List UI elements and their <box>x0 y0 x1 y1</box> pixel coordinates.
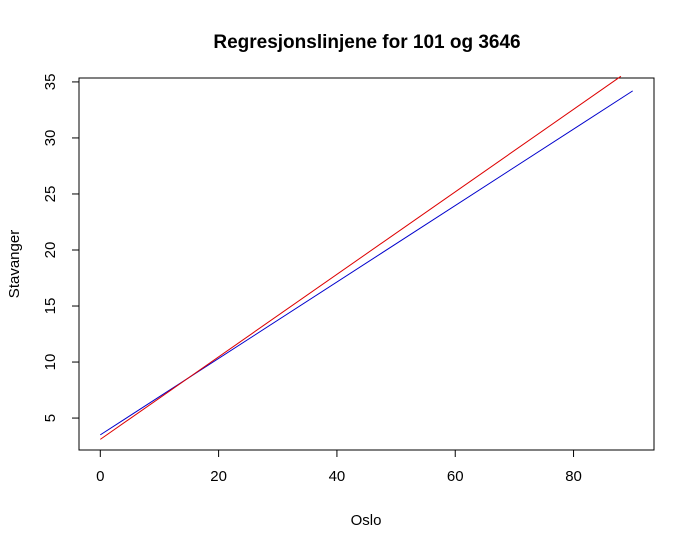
x-tick-label: 0 <box>96 468 104 485</box>
y-axis-label: Stavanger <box>6 230 23 298</box>
y-tick-label: 25 <box>42 186 59 203</box>
x-tick-label: 40 <box>329 468 346 485</box>
chart-title: Regresjonslinjene for 101 og 3646 <box>213 32 520 53</box>
y-axis: 5 10 15 20 25 30 35 <box>42 74 80 422</box>
series-line-2 <box>100 75 622 440</box>
y-tick-label: 10 <box>42 354 59 371</box>
y-tick-label: 15 <box>42 298 59 315</box>
y-tick-label: 5 <box>42 414 59 422</box>
y-tick-label: 20 <box>42 242 59 259</box>
x-tick-label: 80 <box>565 468 582 485</box>
x-tick-label: 20 <box>210 468 227 485</box>
plot-area <box>100 75 633 440</box>
x-tick-label: 60 <box>447 468 464 485</box>
x-axis-label: Oslo <box>351 512 382 529</box>
y-tick-label: 30 <box>42 130 59 147</box>
y-tick-label: 35 <box>42 74 59 91</box>
x-axis: 0 20 40 60 80 <box>96 449 582 485</box>
